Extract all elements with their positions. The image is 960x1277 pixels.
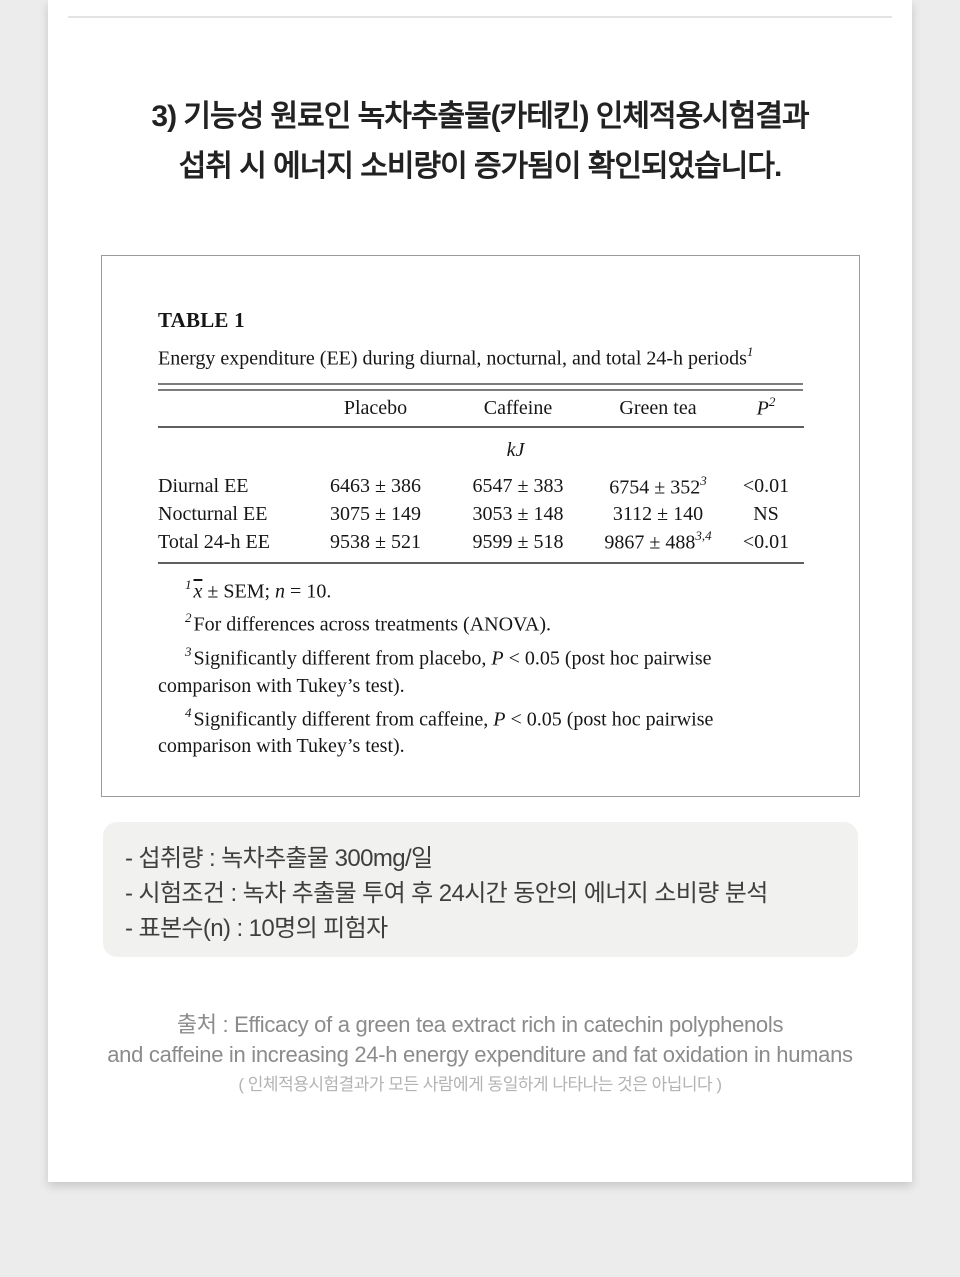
info-item-sample-size: - 표본수(n) : 10명의 피험자 (125, 915, 388, 942)
cell-p: NS (753, 503, 779, 526)
cell-caffeine: 9599 ± 518 (448, 528, 588, 564)
cell-p: <0.01 (728, 528, 804, 564)
cell-green-tea: 9867 ± 4883,4 (588, 528, 728, 564)
footnote-3: 3 Significantly different from placebo, P… (158, 643, 712, 697)
footnote-2: 2 For differences across treatments (ANOV… (185, 610, 551, 636)
info-item-conditions: - 시험조건 : 녹차 추출물 투여 후 24시간 동안의 에너지 소비량 분석 (125, 880, 768, 907)
row-label: Total 24-h EE (158, 528, 303, 564)
cell-green-tea: 3112 ± 140 (612, 503, 704, 526)
unit-row: kJ (158, 427, 804, 473)
row-label: Diurnal EE (158, 475, 249, 498)
info-item-dose: - 섭취량 : 녹차추출물 300mg/일 (125, 845, 433, 872)
table-header-row: Placebo Caffeine Green tea P2 (158, 390, 804, 428)
cell-placebo: 9538 ± 521 (303, 528, 448, 564)
cell-green-tea: 6754 ± 3523 (609, 472, 707, 499)
content-card: 3) 기능성 원료인 녹차추출물(카테킨) 인체적용시험결과 섭취 시 에너지 … (48, 0, 912, 1182)
footnote-4: 4 Significantly different from caffeine, … (158, 704, 714, 758)
row-label: Nocturnal EE (158, 503, 268, 526)
cell-placebo: 3075 ± 149 (330, 503, 421, 526)
col-caffeine: Caffeine (448, 390, 588, 428)
cell-p: <0.01 (742, 475, 790, 498)
page-title-line-1: 3) 기능성 원료인 녹차추출물(카테킨) 인체적용시험결과 (151, 100, 809, 133)
citation: 출처 : Efficacy of a green tea extract ric… (48, 1010, 912, 1097)
table-row-total: Total 24-h EE 9538 ± 521 9599 ± 518 9867… (158, 528, 804, 564)
citation-disclaimer: ( 인체적용시험결과가 모든 사람에게 동일하게 나타나는 것은 아닙니다 ) (238, 1075, 722, 1094)
citation-line-2: and caffeine in increasing 24-h energy e… (107, 1042, 853, 1067)
page-title-line-2: 섭취 시 에너지 소비량이 증가됨이 확인되었습니다. (178, 150, 783, 183)
energy-expenditure-table: Placebo Caffeine Green tea P2 kJ Diurnal… (158, 390, 804, 564)
col-blank (158, 390, 303, 428)
table-row-diurnal: Diurnal EE 6463 ± 386 6547 ± 383 6754 ± … (158, 473, 804, 501)
cell-caffeine: 3053 ± 148 (472, 503, 564, 526)
top-divider (68, 16, 892, 18)
study-info-box: - 섭취량 : 녹차추출물 300mg/일 - 시험조건 : 녹차 추출물 투여… (103, 822, 858, 957)
unit-kj: kJ (506, 438, 525, 461)
col-placebo: Placebo (303, 390, 448, 428)
col-p-value: P2 (728, 390, 804, 428)
table-row-nocturnal: Nocturnal EE 3075 ± 149 3053 ± 148 3112 … (158, 501, 804, 529)
table-title: TABLE 1 (158, 308, 245, 332)
caption-footnote-marker: 1 (746, 344, 754, 359)
col-green-tea: Green tea (588, 390, 728, 428)
cell-caffeine: 6547 ± 383 (472, 475, 564, 498)
table-double-rule (158, 382, 803, 391)
citation-line-1: 출처 : Efficacy of a green tea extract ric… (176, 1012, 784, 1037)
page-title: 3) 기능성 원료인 녹차추출물(카테킨) 인체적용시험결과 섭취 시 에너지 … (48, 92, 912, 192)
study-table-figure: TABLE 1 Energy expenditure (EE) during d… (101, 255, 860, 797)
table-caption: Energy expenditure (EE) during diurnal, … (158, 344, 754, 370)
cell-placebo: 6463 ± 386 (330, 475, 421, 498)
